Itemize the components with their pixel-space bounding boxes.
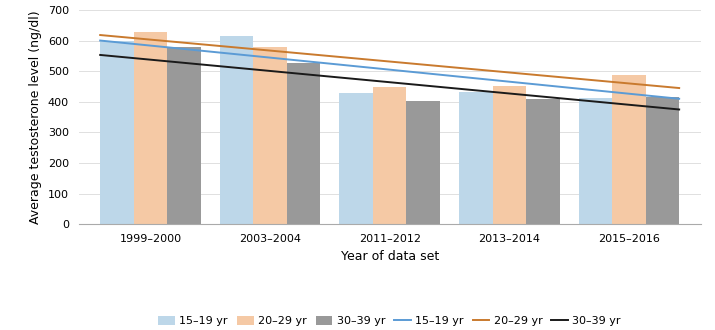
- Bar: [646, 97, 679, 224]
- Bar: [134, 32, 167, 224]
- Bar: [612, 75, 646, 224]
- Bar: [253, 47, 287, 224]
- Bar: [100, 41, 134, 224]
- Y-axis label: Average testosterone level (ng/dl): Average testosterone level (ng/dl): [29, 10, 42, 224]
- Bar: [340, 93, 373, 224]
- Legend: 15–19 yr, 20–29 yr, 30–39 yr, 15–19 yr, 20–29 yr, 30–39 yr: 15–19 yr, 20–29 yr, 30–39 yr, 15–19 yr, …: [154, 312, 626, 330]
- Bar: [526, 99, 560, 224]
- Bar: [373, 87, 406, 224]
- Bar: [287, 63, 320, 224]
- Bar: [220, 36, 253, 224]
- Bar: [167, 47, 201, 224]
- Bar: [578, 98, 612, 224]
- Bar: [406, 101, 440, 224]
- Bar: [459, 92, 493, 224]
- Bar: [493, 85, 526, 224]
- X-axis label: Year of data set: Year of data set: [340, 250, 439, 263]
